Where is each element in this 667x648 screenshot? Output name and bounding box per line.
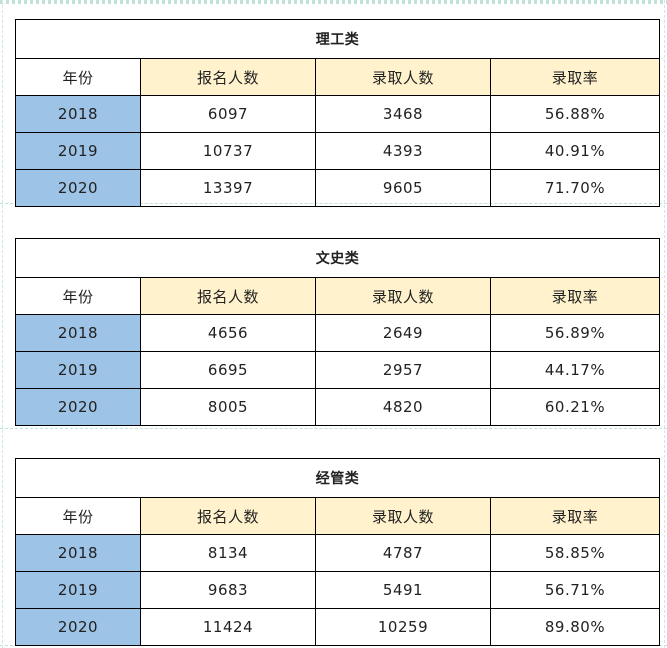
- left-border-decoration: [2, 0, 3, 648]
- table-row: 2018 8134 4787 58.85%: [15, 534, 660, 572]
- table-title: 经管类: [15, 458, 660, 498]
- applicants-cell: 9683: [140, 571, 316, 609]
- rate-cell: 56.88%: [490, 95, 660, 133]
- top-border-decoration: [0, 0, 667, 4]
- table-row: 2019 9683 5491 56.71%: [15, 571, 660, 609]
- rate-cell: 71.70%: [490, 169, 660, 207]
- applicants-cell: 6695: [140, 351, 316, 389]
- admission-table-humanities: 文史类 年份 报名人数 录取人数 录取率 2018 4656 2649 56.8…: [15, 238, 660, 426]
- rate-cell: 58.85%: [490, 534, 660, 572]
- table-header-row: 年份 报名人数 录取人数 录取率: [15, 277, 660, 315]
- right-border-decoration: [664, 0, 665, 648]
- year-cell: 2020: [15, 608, 141, 646]
- rate-cell: 56.71%: [490, 571, 660, 609]
- admitted-cell: 4787: [315, 534, 491, 572]
- applicants-cell: 8005: [140, 388, 316, 426]
- applicants-cell: 10737: [140, 132, 316, 170]
- header-rate: 录取率: [490, 58, 660, 96]
- header-applicants: 报名人数: [140, 497, 316, 535]
- table-title-row: 经管类: [15, 458, 660, 498]
- admitted-cell: 10259: [315, 608, 491, 646]
- table-header-row: 年份 报名人数 录取人数 录取率: [15, 58, 660, 96]
- table-row: 2019 10737 4393 40.91%: [15, 132, 660, 170]
- applicants-cell: 11424: [140, 608, 316, 646]
- table-title: 理工类: [15, 19, 660, 59]
- divider-decoration: [0, 428, 667, 429]
- table-title-row: 理工类: [15, 19, 660, 59]
- applicants-cell: 4656: [140, 314, 316, 352]
- admitted-cell: 2957: [315, 351, 491, 389]
- applicants-cell: 6097: [140, 95, 316, 133]
- header-year: 年份: [15, 58, 141, 96]
- year-cell: 2018: [15, 95, 141, 133]
- table-title-row: 文史类: [15, 238, 660, 278]
- table-row: 2019 6695 2957 44.17%: [15, 351, 660, 389]
- header-admitted: 录取人数: [315, 497, 491, 535]
- rate-cell: 56.89%: [490, 314, 660, 352]
- header-year: 年份: [15, 497, 141, 535]
- year-cell: 2019: [15, 351, 141, 389]
- admitted-cell: 2649: [315, 314, 491, 352]
- header-year: 年份: [15, 277, 141, 315]
- table-title: 文史类: [15, 238, 660, 278]
- admitted-cell: 4820: [315, 388, 491, 426]
- divider-decoration: [0, 645, 667, 646]
- header-applicants: 报名人数: [140, 58, 316, 96]
- applicants-cell: 8134: [140, 534, 316, 572]
- admitted-cell: 4393: [315, 132, 491, 170]
- admission-table-science: 理工类 年份 报名人数 录取人数 录取率 2018 6097 3468 56.8…: [15, 19, 660, 207]
- header-applicants: 报名人数: [140, 277, 316, 315]
- year-cell: 2018: [15, 314, 141, 352]
- admission-table-management: 经管类 年份 报名人数 录取人数 录取率 2018 8134 4787 58.8…: [15, 458, 660, 646]
- table-row: 2020 11424 10259 89.80%: [15, 608, 660, 646]
- rate-cell: 89.80%: [490, 608, 660, 646]
- admitted-cell: 3468: [315, 95, 491, 133]
- year-cell: 2020: [15, 169, 141, 207]
- table-row: 2018 4656 2649 56.89%: [15, 314, 660, 352]
- header-admitted: 录取人数: [315, 58, 491, 96]
- table-row: 2020 13397 9605 71.70%: [15, 169, 660, 207]
- header-rate: 录取率: [490, 277, 660, 315]
- header-rate: 录取率: [490, 497, 660, 535]
- year-cell: 2019: [15, 132, 141, 170]
- rate-cell: 60.21%: [490, 388, 660, 426]
- table-row: 2020 8005 4820 60.21%: [15, 388, 660, 426]
- rate-cell: 40.91%: [490, 132, 660, 170]
- applicants-cell: 13397: [140, 169, 316, 207]
- year-cell: 2019: [15, 571, 141, 609]
- admitted-cell: 9605: [315, 169, 491, 207]
- admitted-cell: 5491: [315, 571, 491, 609]
- header-admitted: 录取人数: [315, 277, 491, 315]
- year-cell: 2018: [15, 534, 141, 572]
- rate-cell: 44.17%: [490, 351, 660, 389]
- table-header-row: 年份 报名人数 录取人数 录取率: [15, 497, 660, 535]
- year-cell: 2020: [15, 388, 141, 426]
- table-row: 2018 6097 3468 56.88%: [15, 95, 660, 133]
